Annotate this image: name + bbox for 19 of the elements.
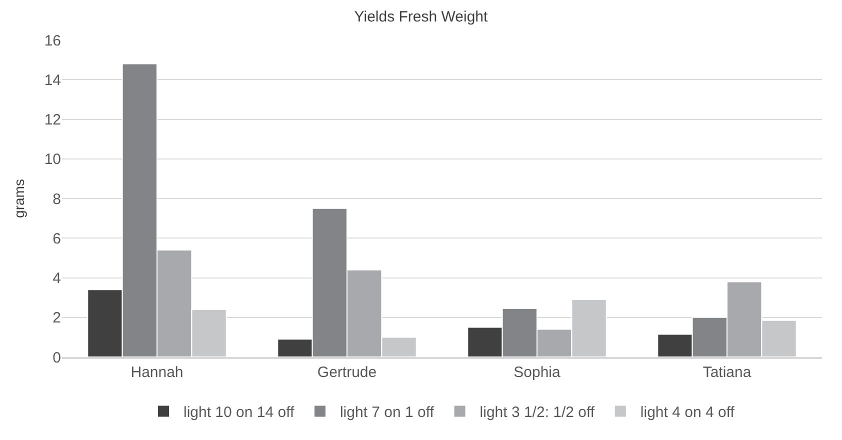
legend-label: light 4 on 4 off (640, 404, 736, 422)
y-axis-title: grams (11, 179, 27, 218)
y-tick-label: 12 (44, 112, 61, 128)
y-tick-label: 14 (44, 72, 61, 89)
y-tick-label: 10 (44, 151, 61, 168)
y-tick-label: 0 (52, 349, 61, 366)
x-tick-label: Sophia (514, 364, 562, 381)
chart-title: Yields Fresh Weight (354, 8, 489, 26)
legend-label: light 7 on 1 off (340, 404, 435, 422)
y-tick-label: 8 (52, 190, 61, 208)
x-tick-label: Tatiana (702, 364, 752, 381)
legend-label: light 10 on 14 off (184, 404, 295, 422)
y-tick-label: 4 (52, 270, 61, 287)
y-tick-label: 2 (52, 310, 61, 327)
x-tick-label: Gertrude (317, 364, 377, 381)
y-tick-label: 6 (52, 230, 61, 248)
legend-label: light 3 1/2: 1/2 off (480, 404, 596, 422)
y-tick-label: 16 (44, 32, 61, 50)
x-tick-label: Hannah (130, 364, 184, 381)
